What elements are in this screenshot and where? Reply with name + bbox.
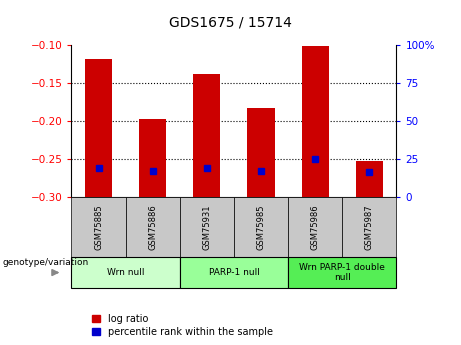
Text: GSM75986: GSM75986 <box>311 204 320 250</box>
Text: PARP-1 null: PARP-1 null <box>208 268 260 277</box>
Bar <box>248 108 275 197</box>
Text: GSM75985: GSM75985 <box>256 204 266 249</box>
Text: Wrn null: Wrn null <box>107 268 144 277</box>
Bar <box>139 119 166 197</box>
Bar <box>193 74 220 197</box>
Text: GSM75885: GSM75885 <box>94 204 103 250</box>
Text: Wrn PARP-1 double
null: Wrn PARP-1 double null <box>299 263 385 282</box>
Text: GDS1675 / 15714: GDS1675 / 15714 <box>169 16 292 30</box>
Text: GSM75987: GSM75987 <box>365 204 374 250</box>
Text: genotype/variation: genotype/variation <box>2 258 89 267</box>
Text: GSM75931: GSM75931 <box>202 204 212 249</box>
Bar <box>85 59 112 197</box>
Legend: log ratio, percentile rank within the sample: log ratio, percentile rank within the sa… <box>93 314 273 337</box>
Bar <box>301 46 329 197</box>
Text: GSM75886: GSM75886 <box>148 204 157 250</box>
Bar <box>356 161 383 197</box>
